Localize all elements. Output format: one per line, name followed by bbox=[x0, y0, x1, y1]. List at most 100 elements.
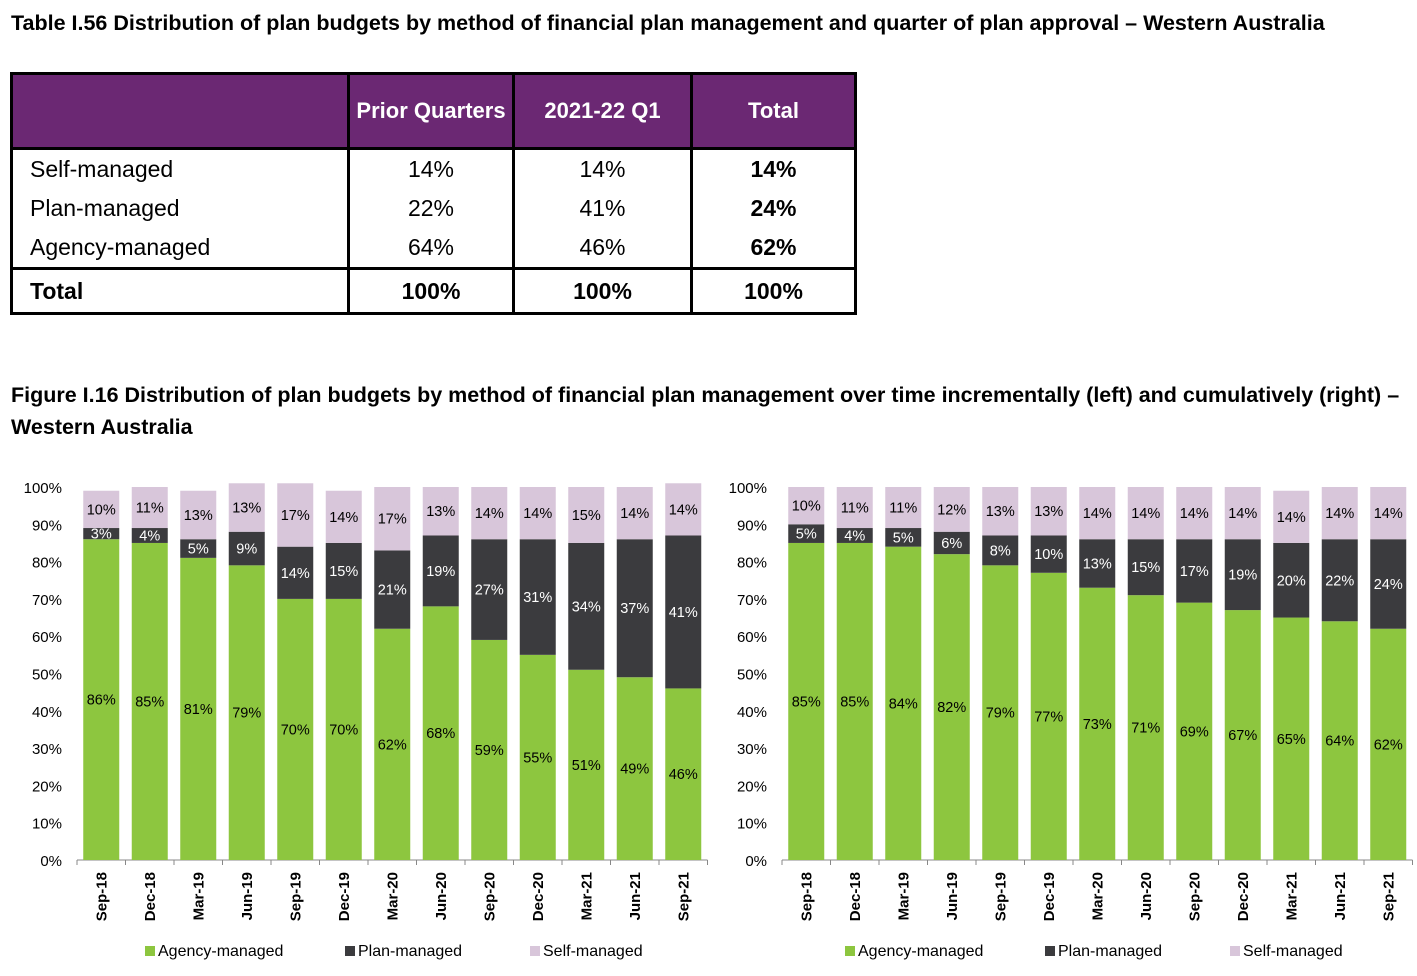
y-tick-label: 0% bbox=[40, 853, 62, 870]
data-label: 85% bbox=[840, 694, 869, 710]
row-label: Plan-managed bbox=[11, 189, 350, 228]
total-prior: 100% bbox=[348, 267, 515, 314]
bar-segment-agency-managed bbox=[1079, 587, 1116, 860]
data-label: 85% bbox=[792, 694, 821, 710]
data-label: 14% bbox=[475, 506, 504, 522]
data-label: 5% bbox=[796, 527, 817, 543]
category-label: Sep-21 bbox=[1380, 872, 1397, 921]
bar-segment-plan-managed bbox=[788, 524, 825, 543]
legend-label: Self-managed bbox=[1243, 943, 1343, 960]
bar-segment-self-managed bbox=[836, 487, 873, 529]
data-label: 84% bbox=[889, 696, 918, 712]
bar-segment-self-managed bbox=[83, 490, 120, 529]
bar-segment-plan-managed bbox=[982, 535, 1019, 566]
bar-segment-self-managed bbox=[1079, 487, 1116, 540]
bar-segment-plan-managed bbox=[665, 535, 702, 689]
bar-segment-agency-managed bbox=[1127, 595, 1164, 860]
figure-title: Figure I.16 Distribution of plan budgets… bbox=[11, 383, 1400, 439]
y-tick-label: 60% bbox=[737, 629, 767, 646]
legend-label: Agency-managed bbox=[858, 943, 983, 960]
bar-segment-plan-managed bbox=[1079, 539, 1116, 588]
bar-segment-plan-managed bbox=[519, 539, 556, 655]
data-label: 37% bbox=[620, 601, 649, 617]
cell-prior: 64% bbox=[348, 228, 515, 269]
bar-segment-self-managed bbox=[1030, 487, 1067, 536]
data-label: 15% bbox=[329, 564, 358, 580]
category-label: Sep-20 bbox=[481, 872, 498, 921]
data-label: 70% bbox=[329, 722, 358, 738]
category-label: Dec-20 bbox=[530, 872, 547, 921]
category-label: Sep-20 bbox=[1186, 872, 1203, 921]
y-tick-label: 30% bbox=[737, 741, 767, 758]
bar-segment-self-managed bbox=[1127, 487, 1164, 540]
bar-segment-agency-managed bbox=[1370, 628, 1407, 860]
data-label: 5% bbox=[893, 530, 914, 546]
data-label: 85% bbox=[135, 694, 164, 710]
y-tick-label: 40% bbox=[32, 704, 62, 721]
header-blank bbox=[11, 73, 350, 150]
y-tick-label: 90% bbox=[32, 517, 62, 534]
legend-swatch bbox=[345, 946, 355, 956]
legend-label: Agency-managed bbox=[158, 943, 283, 960]
bar-segment-self-managed bbox=[180, 490, 217, 540]
bar-segment-self-managed bbox=[933, 487, 970, 532]
bar-segment-self-managed bbox=[568, 487, 605, 543]
y-tick-label: 80% bbox=[32, 555, 62, 572]
table-total-row: Total 100% 100% 100% bbox=[11, 267, 856, 314]
table-row: Plan-managed 22% 41% 24% bbox=[11, 189, 856, 228]
bar-segment-agency-managed bbox=[885, 546, 922, 860]
data-label: 79% bbox=[986, 706, 1015, 722]
bar-segment-agency-managed bbox=[180, 557, 217, 860]
data-label: 13% bbox=[232, 501, 261, 517]
bar-segment-self-managed bbox=[471, 487, 508, 540]
table-row: Agency-managed 64% 46% 62% bbox=[11, 228, 856, 269]
bar-segment-agency-managed bbox=[228, 565, 265, 860]
bar-segment-plan-managed bbox=[325, 542, 362, 599]
data-label: 17% bbox=[1180, 564, 1209, 580]
data-label: 13% bbox=[1034, 504, 1063, 520]
data-label: 22% bbox=[1325, 573, 1354, 589]
bar-segment-plan-managed bbox=[568, 542, 605, 670]
category-label: Jun-21 bbox=[627, 872, 644, 920]
data-label: 8% bbox=[990, 543, 1011, 559]
data-label: 81% bbox=[184, 702, 213, 718]
y-tick-label: 60% bbox=[32, 629, 62, 646]
data-label: 14% bbox=[1277, 510, 1306, 526]
header-total: Total bbox=[691, 73, 856, 150]
data-label: 73% bbox=[1083, 717, 1112, 733]
category-label: Sep-19 bbox=[992, 872, 1009, 921]
data-label: 13% bbox=[1083, 556, 1112, 572]
data-label: 82% bbox=[937, 700, 966, 716]
data-label: 14% bbox=[1180, 506, 1209, 522]
data-label: 21% bbox=[378, 583, 407, 599]
bar-segment-plan-managed bbox=[83, 528, 120, 540]
data-label: 71% bbox=[1131, 721, 1160, 737]
cell-total: 62% bbox=[750, 234, 797, 260]
data-label: 17% bbox=[281, 508, 310, 524]
category-label: Mar-19 bbox=[895, 872, 912, 920]
data-label: 79% bbox=[232, 706, 261, 722]
bar-segment-agency-managed bbox=[1224, 610, 1261, 860]
category-label: Mar-20 bbox=[384, 872, 401, 920]
data-label: 20% bbox=[1277, 573, 1306, 589]
bar-segment-agency-managed bbox=[665, 688, 702, 860]
bar-segment-plan-managed bbox=[616, 539, 653, 678]
total-row-label: Total bbox=[11, 267, 350, 314]
data-label: 13% bbox=[986, 504, 1015, 520]
row-label: Self-managed bbox=[11, 148, 350, 189]
data-label: 14% bbox=[281, 566, 310, 582]
y-tick-label: 20% bbox=[737, 778, 767, 795]
data-label: 11% bbox=[841, 501, 869, 517]
data-label: 14% bbox=[1228, 506, 1257, 522]
data-label: 4% bbox=[139, 528, 160, 544]
category-label: Mar-19 bbox=[190, 872, 207, 920]
data-label: 14% bbox=[1325, 506, 1354, 522]
cumulative-stacked-bar-chart: 0% 10% 20% 30% 40% 50% 60% 70% 80% 90% 100% 85% 5% 10… bbox=[729, 480, 1413, 960]
y-tick-label: 70% bbox=[737, 592, 767, 609]
bar-segment-plan-managed bbox=[471, 539, 508, 640]
data-label: 69% bbox=[1180, 724, 1209, 740]
table-header-row: Prior Quarters 2021-22 Q1 Total bbox=[11, 73, 856, 150]
bar-segment-plan-managed bbox=[1321, 539, 1358, 622]
data-label: 4% bbox=[844, 528, 865, 544]
data-label: 59% bbox=[475, 743, 504, 759]
